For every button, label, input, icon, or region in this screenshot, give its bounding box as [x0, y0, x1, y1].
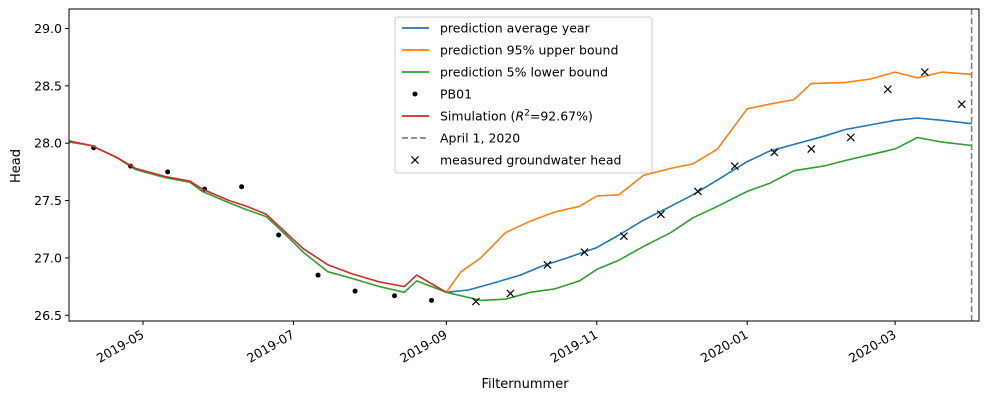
x-tick-label-0: 2019-05	[94, 327, 147, 366]
measured-point-8	[770, 148, 779, 157]
measured-point-1	[506, 289, 515, 298]
legend-label-2: prediction 5% lower bound	[440, 65, 608, 80]
series-group	[69, 9, 973, 321]
y-axis-label: Head	[9, 149, 24, 183]
measured-point-0	[471, 297, 480, 306]
measured-point-11	[883, 85, 892, 94]
measured-point-12	[920, 68, 929, 77]
x-axis: 2019-05 2019-07 2019-09 2019-11 2020-01 2020-…	[94, 321, 899, 366]
legend-label-4: Simulation (R2=92.67%)	[440, 109, 593, 124]
pb01-point-4	[239, 184, 245, 190]
legend-label-3: PB01	[440, 87, 472, 102]
y-tick-label-3: 28.0	[34, 136, 62, 151]
measured-point-9	[807, 144, 816, 153]
measured-point-5	[656, 210, 665, 219]
series-1-line	[445, 71, 972, 293]
pb01-point-7	[352, 288, 358, 294]
series-0-line	[446, 117, 972, 294]
measured-point-7	[730, 162, 739, 171]
x-tick-label-3: 2019-11	[548, 327, 601, 366]
legend-label-1: prediction 95% upper bound	[440, 43, 618, 58]
y-tick-label-0: 26.5	[34, 308, 62, 323]
legend-label-6: measured groundwater head	[440, 153, 621, 168]
x-tick-label-5: 2020-03	[846, 327, 899, 366]
legend-label-5: April 1, 2020	[440, 131, 520, 146]
pb01-point-9	[429, 297, 435, 303]
pb01-point-6	[315, 272, 321, 278]
legend-handle-6	[410, 155, 420, 165]
y-tick-label-5: 29.0	[34, 21, 62, 36]
legend-label-0: prediction average year	[440, 21, 591, 36]
y-axis: 26.5 27.0 27.5 28.0 28.5 29.0	[34, 21, 69, 323]
series-4-line	[69, 140, 447, 293]
plot-area	[68, 8, 980, 322]
series-2-line	[69, 136, 972, 302]
measured-point-4	[619, 232, 628, 241]
measured-point-13	[957, 100, 966, 109]
x-tick-label-1: 2019-07	[244, 327, 297, 366]
x-tick-label-2: 2019-09	[397, 327, 450, 366]
legend: prediction average year prediction 95% up…	[394, 16, 653, 174]
pb01-point-2	[165, 169, 171, 175]
legend-box	[394, 16, 653, 174]
measured-point-3	[580, 248, 589, 257]
pb01-point-5	[276, 232, 282, 238]
measured-point-6	[693, 187, 702, 196]
y-tick-label-1: 27.0	[34, 250, 62, 265]
legend-handle-3	[412, 91, 418, 97]
measured-point-2	[543, 260, 552, 269]
pb01-point-8	[392, 293, 398, 299]
y-tick-label-4: 28.5	[34, 78, 62, 93]
x-axis-label: Filternummer	[481, 377, 569, 392]
y-tick-label-2: 27.5	[34, 193, 62, 208]
measured-point-10	[846, 133, 855, 142]
x-tick-label-4: 2020-01	[698, 327, 751, 366]
plot-frame	[68, 8, 980, 322]
